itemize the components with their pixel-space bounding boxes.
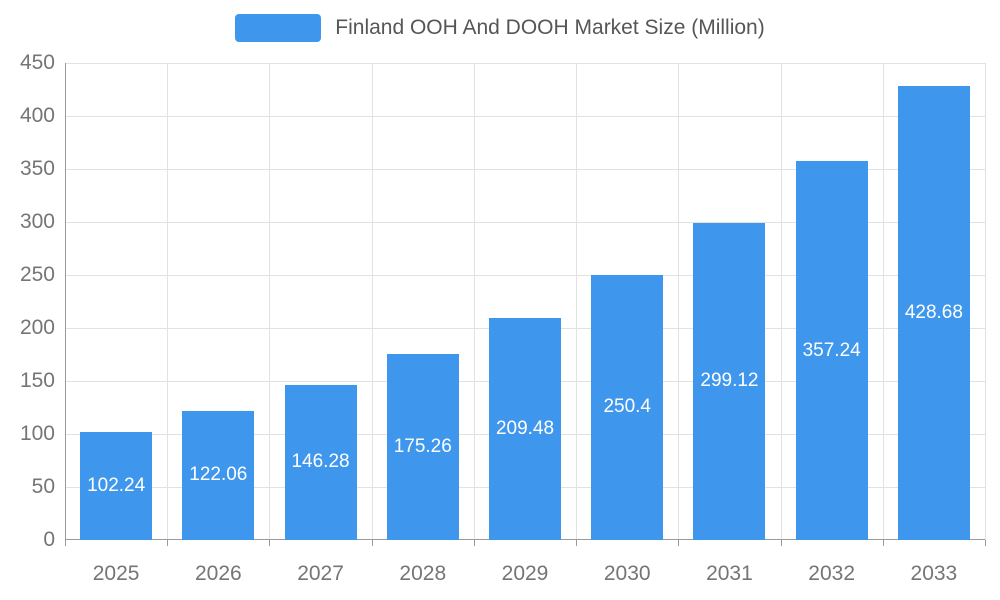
- y-axis-tick-label: 100: [19, 422, 55, 445]
- x-axis-tick-label: 2027: [297, 562, 344, 585]
- y-axis-tick-label: 200: [19, 316, 55, 339]
- gridline-vertical: [371, 63, 373, 540]
- gridline-vertical: [882, 63, 884, 540]
- gridline-vertical: [167, 63, 169, 540]
- x-axis-tick-label: 2029: [501, 562, 549, 585]
- gridline-vertical: [269, 63, 271, 540]
- x-axis-tick-mark: [576, 540, 578, 546]
- x-axis-tick-mark: [269, 540, 271, 546]
- gridline-vertical: [576, 63, 578, 540]
- bar-value-label: 299.12: [700, 370, 759, 392]
- y-axis-tick-label: 300: [19, 210, 55, 233]
- bar: [80, 431, 153, 540]
- x-axis-tick-mark: [985, 540, 986, 546]
- bar-value-label: 102.24: [87, 474, 146, 496]
- y-axis-tick-label: 50: [31, 475, 55, 498]
- x-axis-tick-mark: [780, 540, 782, 546]
- chart-title: Finland OOH And DOOH Market Size (Millio…: [335, 16, 765, 39]
- x-axis-tick-label: 2025: [92, 562, 140, 585]
- y-axis-tick-label: 450: [19, 51, 55, 74]
- x-axis-tick-mark: [167, 540, 169, 546]
- bar: [897, 85, 970, 540]
- bar-value-label: 357.24: [802, 339, 861, 361]
- bar-value-label: 250.4: [603, 396, 651, 418]
- y-axis-tick-label: 350: [19, 157, 55, 180]
- legend[interactable]: Finland OOH And DOOH Market Size (Millio…: [0, 14, 1000, 42]
- plot-area: 102.24 122.06 146.28 175.26 209.48 250.4 299.1…: [65, 63, 986, 546]
- bar: [489, 317, 561, 540]
- legend-swatch-icon: [235, 14, 322, 42]
- gridline-vertical: [678, 63, 680, 540]
- bar: [795, 161, 868, 540]
- bar: [591, 274, 664, 540]
- bar: [386, 354, 459, 540]
- bar: [693, 222, 766, 540]
- x-axis-tick-mark: [678, 540, 680, 546]
- gridline-horizontal: [65, 169, 985, 170]
- bar-value-label: 428.68: [904, 301, 963, 323]
- y-axis-line: [65, 63, 66, 540]
- bar: [284, 384, 357, 540]
- bar-value-label: 209.48: [495, 417, 555, 439]
- y-axis-tick-label: 250: [19, 263, 55, 286]
- x-axis-tick-mark: [371, 540, 373, 546]
- x-axis-tick-mark: [473, 540, 475, 546]
- gridline-vertical: [780, 63, 782, 540]
- y-axis-tick-label: 0: [43, 528, 55, 551]
- bar-value-label: 146.28: [291, 451, 350, 473]
- gridline-horizontal: [65, 116, 985, 117]
- bar-value-label: 122.06: [189, 464, 248, 486]
- x-axis-tick-label: 2030: [603, 562, 651, 585]
- gridline-horizontal: [65, 63, 985, 64]
- gridline-vertical: [473, 63, 475, 540]
- x-axis-tick-label: 2033: [910, 562, 958, 585]
- x-axis-tick-label: 2028: [399, 562, 447, 585]
- y-axis-tick-label: 150: [19, 369, 55, 392]
- y-axis-tick-label: 400: [19, 104, 55, 127]
- bar-value-label: 175.26: [393, 436, 452, 458]
- x-axis-tick-mark: [65, 540, 66, 546]
- x-axis-tick-label: 2026: [194, 562, 242, 585]
- gridline-horizontal: [65, 222, 985, 223]
- x-axis-tick-label: 2032: [808, 562, 856, 585]
- x-axis-tick-label: 2031: [706, 562, 753, 585]
- bar: [182, 410, 255, 540]
- gridline-vertical: [985, 63, 986, 540]
- gridline-horizontal: [65, 275, 985, 276]
- x-axis-tick-mark: [882, 540, 884, 546]
